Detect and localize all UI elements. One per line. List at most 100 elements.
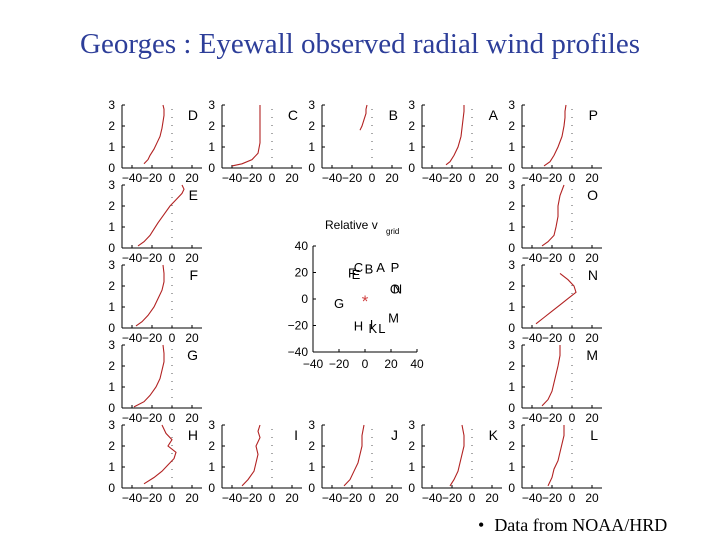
profile-panel-h: 3 2 1 0 −40 −20 0 20 H	[108, 418, 202, 505]
panel-y-tick-label: 0	[108, 161, 115, 175]
panel-y-tick-label: 2	[508, 439, 515, 453]
panel-x-tick-label: 0	[169, 331, 176, 345]
panel-letter: D	[188, 107, 198, 123]
panel-x-tick-label: −40	[422, 171, 443, 185]
panel-x-tick-label: 0	[269, 171, 276, 185]
panel-x-tick-label: −20	[442, 491, 463, 505]
panel-x-tick-label: −20	[242, 491, 263, 505]
panel-y-tick-label: 0	[508, 241, 515, 255]
panel-x-tick-label: 0	[569, 171, 576, 185]
panel-x-tick-label: −40	[522, 491, 543, 505]
motion-point-l: L	[378, 321, 385, 336]
panel-x-tick-label: 20	[185, 411, 199, 425]
motion-point-e: E	[352, 267, 361, 282]
panel-letter: B	[389, 107, 398, 123]
panel-letter: K	[489, 427, 499, 443]
panel-y-tick-label: 0	[508, 401, 515, 415]
panel-y-tick-label: 2	[208, 439, 215, 453]
panel-x-tick-label: 20	[485, 171, 499, 185]
panel-y-tick-label: 0	[508, 161, 515, 175]
panel-y-tick-label: 0	[208, 481, 215, 495]
panel-y-tick-label: 0	[308, 161, 315, 175]
panel-x-tick-label: −40	[522, 171, 543, 185]
panel-y-tick-label: 3	[408, 418, 415, 432]
panel-y-tick-label: 3	[108, 418, 115, 432]
footer-text: Data from NOAA/HRD	[494, 515, 668, 535]
profile-panel-l: 3 2 1 0 −40 −20 0 20 L	[508, 418, 602, 505]
panel-y-tick-label: 3	[508, 258, 515, 272]
panel-y-tick-label: 1	[508, 460, 515, 474]
panel-letter: C	[288, 107, 298, 123]
panel-y-tick-label: 1	[308, 460, 315, 474]
panel-letter: I	[294, 427, 298, 443]
slide-title: Georges : Eyewall observed radial wind p…	[80, 28, 640, 60]
panel-x-tick-label: 0	[169, 171, 176, 185]
panel-y-tick-label: 2	[108, 439, 115, 453]
panel-x-tick-label: 20	[285, 171, 299, 185]
motion-point-k: K	[368, 321, 377, 336]
panel-x-tick-label: 0	[369, 491, 376, 505]
panel-x-tick-label: 20	[385, 171, 399, 185]
panel-y-tick-label: 2	[108, 119, 115, 133]
panel-x-tick-label: −20	[142, 491, 163, 505]
motion-x-tick-label: −20	[329, 357, 350, 371]
motion-y-tick-label: −40	[288, 345, 309, 359]
profile-line-j	[343, 424, 365, 487]
panel-y-tick-label: 0	[308, 481, 315, 495]
motion-x-tick-label: −40	[303, 357, 324, 371]
relative-motion-plot: Relative v grid 40 20 0 −20 −40−40 −20 0 20 40 FEC B…	[288, 218, 424, 371]
panel-x-tick-label: −20	[542, 411, 563, 425]
panel-y-tick-label: 1	[108, 460, 115, 474]
profile-line-b	[359, 104, 368, 131]
panel-x-tick-label: −40	[222, 171, 243, 185]
panel-x-tick-label: 0	[569, 411, 576, 425]
panel-y-tick-label: 3	[308, 418, 315, 432]
profile-line-n	[535, 272, 577, 325]
profile-panel-n: 3 2 1 0 −40 −20 0 20 N	[508, 258, 602, 345]
relative-motion-title-subscript: grid	[386, 227, 399, 236]
panel-x-tick-label: 0	[169, 251, 176, 265]
profile-panel-p: 3 2 1 0 −40 −20 0 20 P	[508, 98, 602, 185]
panel-y-tick-label: 2	[208, 119, 215, 133]
panel-x-tick-label: −20	[142, 251, 163, 265]
bullet-marker: •	[478, 515, 485, 535]
panel-x-tick-label: −40	[522, 411, 543, 425]
panel-y-tick-label: 2	[508, 119, 515, 133]
panel-x-tick-label: −20	[542, 331, 563, 345]
panel-y-tick-label: 0	[408, 161, 415, 175]
motion-y-tick-label: −20	[288, 319, 309, 333]
panel-x-tick-label: 20	[585, 411, 599, 425]
profile-line-o	[541, 184, 565, 247]
profile-line-c	[231, 105, 261, 167]
panel-x-tick-label: −40	[522, 331, 543, 345]
panel-x-tick-label: −20	[542, 171, 563, 185]
panel-x-tick-label: −40	[422, 491, 443, 505]
storm-center-marker: *	[362, 292, 369, 311]
profile-panel-j: 3 2 1 0 −40 −20 0 20 J	[308, 418, 402, 505]
panel-x-tick-label: 20	[185, 251, 199, 265]
panel-y-tick-label: 3	[108, 178, 115, 192]
panel-letter: P	[589, 107, 598, 123]
panel-x-tick-label: −40	[322, 491, 343, 505]
motion-point-c: C	[354, 260, 363, 275]
motion-point-a: A	[376, 260, 385, 275]
panel-y-tick-label: 2	[108, 199, 115, 213]
motion-x-tick-label: 0	[362, 357, 369, 371]
panel-letter: H	[188, 427, 198, 443]
panel-x-tick-label: −20	[142, 411, 163, 425]
panel-letter: L	[590, 427, 598, 443]
panel-y-tick-label: 2	[508, 199, 515, 213]
profile-panel-m: 3 2 1 0 −40 −20 0 20 M	[508, 338, 602, 425]
panel-y-tick-label: 1	[108, 140, 115, 154]
panel-y-tick-label: 2	[308, 119, 315, 133]
profile-panel-k: 3 2 1 0 −40 −20 0 20 K	[408, 418, 502, 505]
panel-y-tick-label: 0	[108, 481, 115, 495]
panel-x-tick-label: −40	[122, 251, 143, 265]
panel-x-tick-label: −40	[122, 171, 143, 185]
panel-x-tick-label: −20	[342, 171, 363, 185]
panel-y-tick-label: 3	[508, 98, 515, 112]
panel-y-tick-label: 3	[508, 418, 515, 432]
panel-y-tick-label: 3	[108, 338, 115, 352]
profile-panel-b: 3 2 1 0 −40 −20 0 20 B	[308, 98, 402, 185]
profile-line-d	[143, 104, 165, 165]
